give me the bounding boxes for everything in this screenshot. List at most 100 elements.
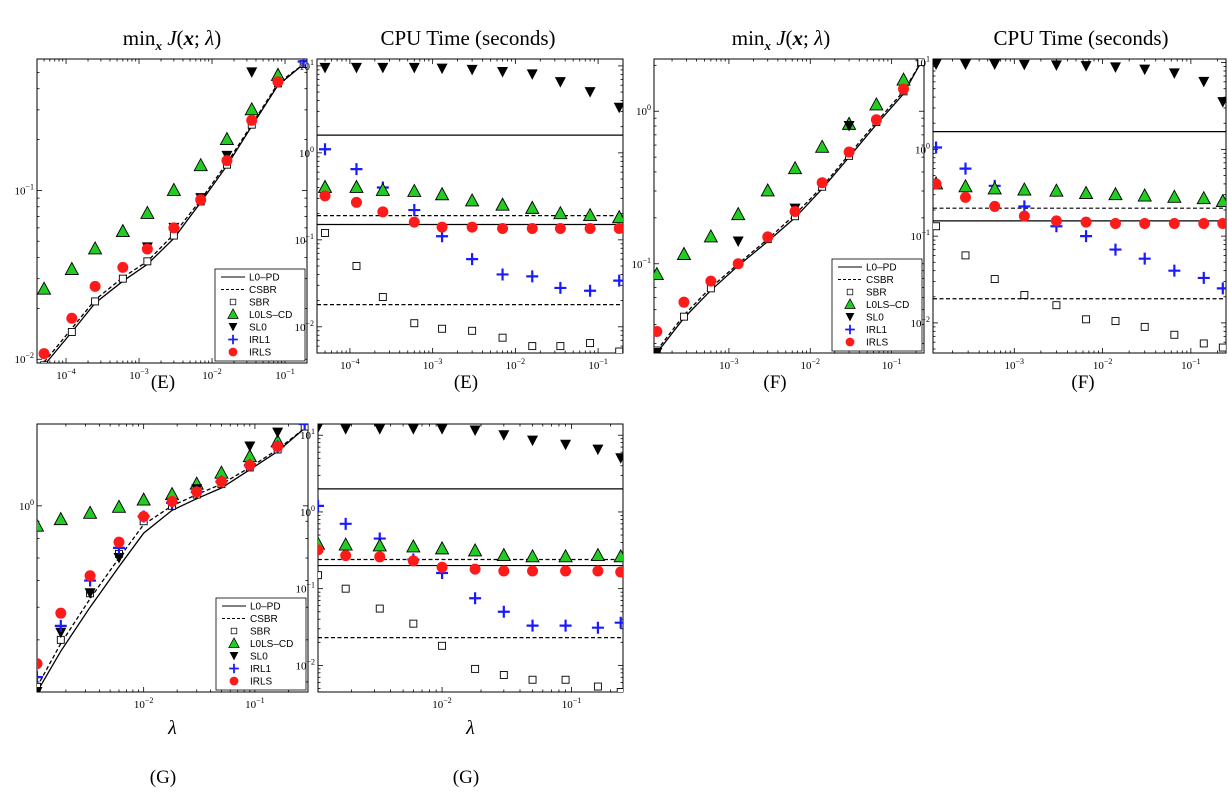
point-irl1 (1109, 243, 1122, 256)
legend-swatch-irl1 (228, 334, 238, 345)
point-sbr (1082, 315, 1091, 324)
legend-label-irl1: IRL1 (866, 325, 888, 336)
point-l0ls-cd (434, 186, 450, 201)
legend-swatch-irl1 (229, 663, 239, 674)
legend-swatch-sbr (230, 627, 238, 635)
point-irls (191, 486, 203, 498)
point-sl0 (1139, 64, 1151, 76)
chart-title: minx J(x; λ) (123, 26, 221, 53)
point-irls (654, 325, 663, 337)
point-irls (705, 275, 717, 287)
point-irl1 (318, 499, 324, 512)
point-sl0 (374, 424, 386, 435)
point-l0ls-cd (869, 96, 884, 111)
x-tick-label: 10−3 (129, 367, 149, 382)
legend-swatch-l0ls-cd (227, 308, 239, 319)
point-l0ls-cd (1215, 193, 1226, 208)
point-irls (870, 114, 882, 126)
point-sbr (616, 688, 623, 692)
point-sl0 (84, 588, 96, 599)
legend-label-csbr: CSBR (249, 285, 277, 296)
point-l0ls-cd (111, 499, 127, 513)
point-sl0 (377, 62, 389, 74)
point-sbr (561, 675, 570, 684)
point-irls (215, 476, 227, 488)
point-l0ls-cd (582, 207, 598, 222)
point-irl1 (613, 274, 623, 287)
point-irls (407, 555, 419, 567)
x-tick-label: 10−2 (506, 357, 526, 372)
chart-title: minx J(x; λ) (732, 26, 830, 53)
point-irl1 (466, 253, 479, 266)
legend-swatch-sl0 (229, 652, 239, 661)
point-irls (1168, 217, 1180, 229)
point-sbr (990, 275, 999, 284)
point-irls (989, 200, 1001, 212)
point-sl0 (436, 424, 448, 435)
x-tick-label: 10−3 (1005, 357, 1025, 372)
point-irl1 (37, 671, 43, 684)
point-l0ls-cd (654, 266, 665, 280)
point-sl0 (436, 63, 448, 75)
y-tick-label: 10−1 (631, 256, 651, 271)
point-sbr (933, 222, 941, 231)
legend-label-l0-pd: L0–PD (866, 263, 897, 274)
point-sl0 (1109, 62, 1121, 73)
point-irl1 (297, 59, 307, 68)
point-irl1 (1216, 282, 1226, 295)
legend-label-irls: IRLS (250, 677, 273, 688)
point-sl0 (989, 59, 1001, 71)
point-l0ls-cd (958, 178, 973, 193)
point-sbr (468, 326, 477, 335)
point-sl0 (498, 430, 510, 441)
point-irl1 (1080, 230, 1093, 243)
point-irls (350, 196, 362, 208)
plot-area (317, 62, 623, 353)
point-l0ls-cd (375, 182, 391, 196)
point-irls (168, 222, 180, 234)
point-irl1 (497, 605, 510, 618)
point-irls (843, 146, 855, 158)
point-l0ls-cd (730, 206, 746, 221)
x-tick-label: 10−1 (882, 357, 902, 372)
point-irl1 (526, 270, 539, 283)
chart-title: CPU Time (seconds) (380, 26, 555, 50)
point-irl1 (339, 517, 352, 530)
x-tick-label: 10−3 (423, 357, 443, 372)
point-sl0 (469, 425, 481, 437)
point-sbr (556, 342, 565, 351)
point-irls (789, 206, 801, 218)
point-irls (1080, 216, 1092, 228)
point-l0ls-cd (1196, 190, 1212, 205)
point-l0ls-cd (407, 183, 422, 197)
point-l0ls-cd (1167, 189, 1182, 203)
y-tick-label: 100 (636, 103, 651, 118)
point-l0ls-cd (676, 246, 692, 260)
point-irl1 (959, 162, 972, 175)
point-l0ls-cd (1078, 185, 1094, 199)
point-irls (374, 551, 386, 563)
panel-label: (E) (454, 372, 478, 393)
point-irl1 (469, 592, 482, 605)
point-irl1 (933, 141, 943, 154)
point-sbr (375, 604, 384, 613)
point-irls (319, 190, 331, 202)
point-irls (527, 565, 539, 577)
point-sbr (1140, 322, 1149, 331)
point-l0ls-cd (193, 157, 208, 172)
y-tick-label: 100 (19, 498, 34, 513)
point-sbr (498, 333, 507, 342)
point-sl0 (613, 102, 623, 114)
point-irl1 (584, 284, 597, 297)
point-sl0 (526, 69, 538, 80)
x-tick-label: 10−4 (340, 357, 360, 372)
point-irls (113, 536, 125, 548)
x-tick-label: 10−2 (134, 696, 154, 711)
point-irls (898, 83, 910, 95)
point-irls (408, 216, 420, 228)
point-sbr (118, 274, 127, 283)
point-sbr (1052, 301, 1061, 310)
plot-area (933, 59, 1226, 352)
